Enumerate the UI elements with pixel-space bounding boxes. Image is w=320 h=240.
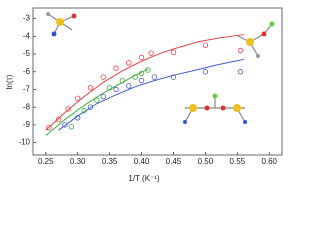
y-tick-label: -4 (23, 31, 31, 40)
fit-curve (45, 34, 244, 131)
data-point (119, 77, 126, 84)
data-point (237, 47, 244, 54)
x-tick-label: 0.40 (134, 157, 150, 166)
y-tick-label: -8 (23, 102, 31, 111)
y-tick-label: -5 (23, 49, 31, 58)
x-tick-label: 0.50 (198, 157, 214, 166)
data-point (138, 54, 145, 61)
data-point (126, 60, 132, 66)
x-tick-label: 0.25 (38, 157, 54, 166)
data-point (65, 106, 71, 112)
y-axis-title: ln(τ) (5, 74, 14, 89)
chart: 1/T (K⁻¹) ln(τ) 0.25 0.30 0.35 0.40 0.45 0.50… (5, 7, 283, 183)
data-point (148, 50, 154, 56)
y-tick-label: -3 (23, 14, 31, 23)
data-point (202, 69, 209, 75)
data-point (74, 95, 81, 102)
data-point (62, 122, 68, 128)
data-point (74, 115, 81, 121)
data-point (145, 67, 151, 73)
y-tick-label: -10 (18, 138, 30, 147)
data-point (113, 65, 119, 71)
data-point (170, 49, 177, 55)
data-point (126, 83, 132, 89)
x-tick-label: 0.30 (70, 157, 86, 166)
data-point (132, 74, 138, 80)
x-tick-label: 0.55 (230, 157, 246, 166)
fit-curve (45, 68, 149, 136)
data-point (138, 70, 145, 77)
fit-curve (58, 58, 244, 131)
y-tick-label: -9 (23, 120, 31, 129)
x-tick-label: 0.35 (102, 157, 118, 166)
plot-frame (32, 7, 283, 156)
molecule-images (46, 12, 275, 124)
data-point (170, 74, 177, 80)
data-point (106, 84, 113, 91)
data-point (94, 97, 100, 103)
x-tick-label: 0.60 (261, 157, 277, 166)
y-tick-label: -6 (23, 67, 31, 76)
data-point (100, 93, 106, 100)
x-tick-label: 0.45 (166, 157, 182, 166)
data-point (151, 74, 158, 80)
data-point (113, 86, 119, 93)
data-point (87, 84, 94, 91)
data-point (202, 42, 209, 48)
data-point (46, 124, 52, 131)
data-point (87, 104, 94, 110)
data-point (237, 69, 244, 75)
data-point (68, 123, 75, 130)
data-point (100, 74, 106, 80)
data-point (138, 77, 145, 84)
y-tick-label: -7 (23, 85, 31, 94)
data-point (55, 116, 62, 123)
x-axis-title: 1/T (K⁻¹) (128, 174, 160, 183)
